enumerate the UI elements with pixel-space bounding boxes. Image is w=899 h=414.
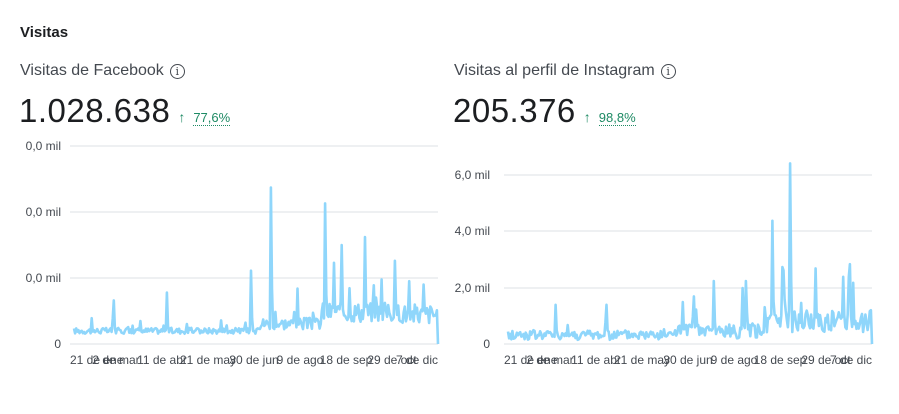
instagram-change-percent[interactable]: 98,8% [598, 110, 636, 126]
y-axis-tick: 0,0 mil [26, 205, 61, 219]
visits-line [72, 186, 440, 345]
y-axis-tick: 2,0 mil [455, 281, 490, 295]
x-axis-tick: 29 de oct [367, 353, 417, 367]
instagram-metric-label: Visitas al perfil de Instagram i [454, 62, 676, 80]
instagram-metric-value: 205.376 ↑ 98,8% [453, 92, 636, 130]
x-axis-tick: 29 de oct [801, 353, 851, 367]
x-axis-tick: 11 de abr [137, 353, 187, 367]
y-axis-tick: 6,0 mil [455, 168, 490, 182]
instagram-total: 205.376 [453, 92, 576, 129]
arrow-up-icon: ↑ [583, 109, 591, 125]
x-axis-tick: 30 de jun [663, 353, 712, 367]
instagram-label-text: Visitas al perfil de Instagram [454, 62, 655, 79]
x-axis-tick: 21 de may [180, 353, 236, 367]
section-title: Visitas [20, 24, 69, 41]
y-axis-tick: 4,0 mil [455, 224, 490, 238]
y-axis-tick: 0 [54, 337, 61, 351]
x-axis-tick: 21 de may [614, 353, 670, 367]
x-axis-tick: 18 de sep [754, 353, 807, 367]
x-axis-tick: 7 de dic [830, 353, 872, 367]
arrow-up-icon: ↑ [178, 109, 186, 125]
x-axis-tick: 30 de jun [229, 353, 278, 367]
y-axis-tick: 0,0 mil [26, 271, 61, 285]
facebook-visits-card: Visitas de Facebook i 1.028.638 ↑ 77,6% … [19, 0, 440, 414]
facebook-label-text: Visitas de Facebook [20, 62, 164, 79]
facebook-metric-value: 1.028.638 ↑ 77,6% [19, 92, 231, 130]
x-axis-tick: 21 de ene [504, 353, 558, 367]
x-axis-tick: 21 de ene [70, 353, 124, 367]
x-axis-tick: 9 de ago [711, 353, 758, 367]
x-axis-tick: 11 de abr [571, 353, 621, 367]
instagram-visits-card: Visitas al perfil de Instagram i 205.376… [453, 0, 884, 414]
x-axis-tick: 18 de sep [320, 353, 373, 367]
facebook-change-percent[interactable]: 77,6% [193, 110, 231, 126]
info-icon[interactable]: i [169, 63, 185, 79]
y-axis-tick: 0,0 mil [26, 139, 61, 153]
x-axis-tick: 2 de mar [526, 353, 573, 367]
x-axis-tick: 7 de dic [396, 353, 438, 367]
x-axis-tick: 9 de ago [277, 353, 324, 367]
y-axis-tick: 0 [483, 337, 490, 351]
facebook-metric-label: Visitas de Facebook i [20, 62, 185, 80]
visits-line [506, 162, 874, 345]
x-axis-tick: 2 de mar [92, 353, 139, 367]
facebook-total: 1.028.638 [19, 92, 171, 129]
info-icon[interactable]: i [660, 63, 676, 79]
